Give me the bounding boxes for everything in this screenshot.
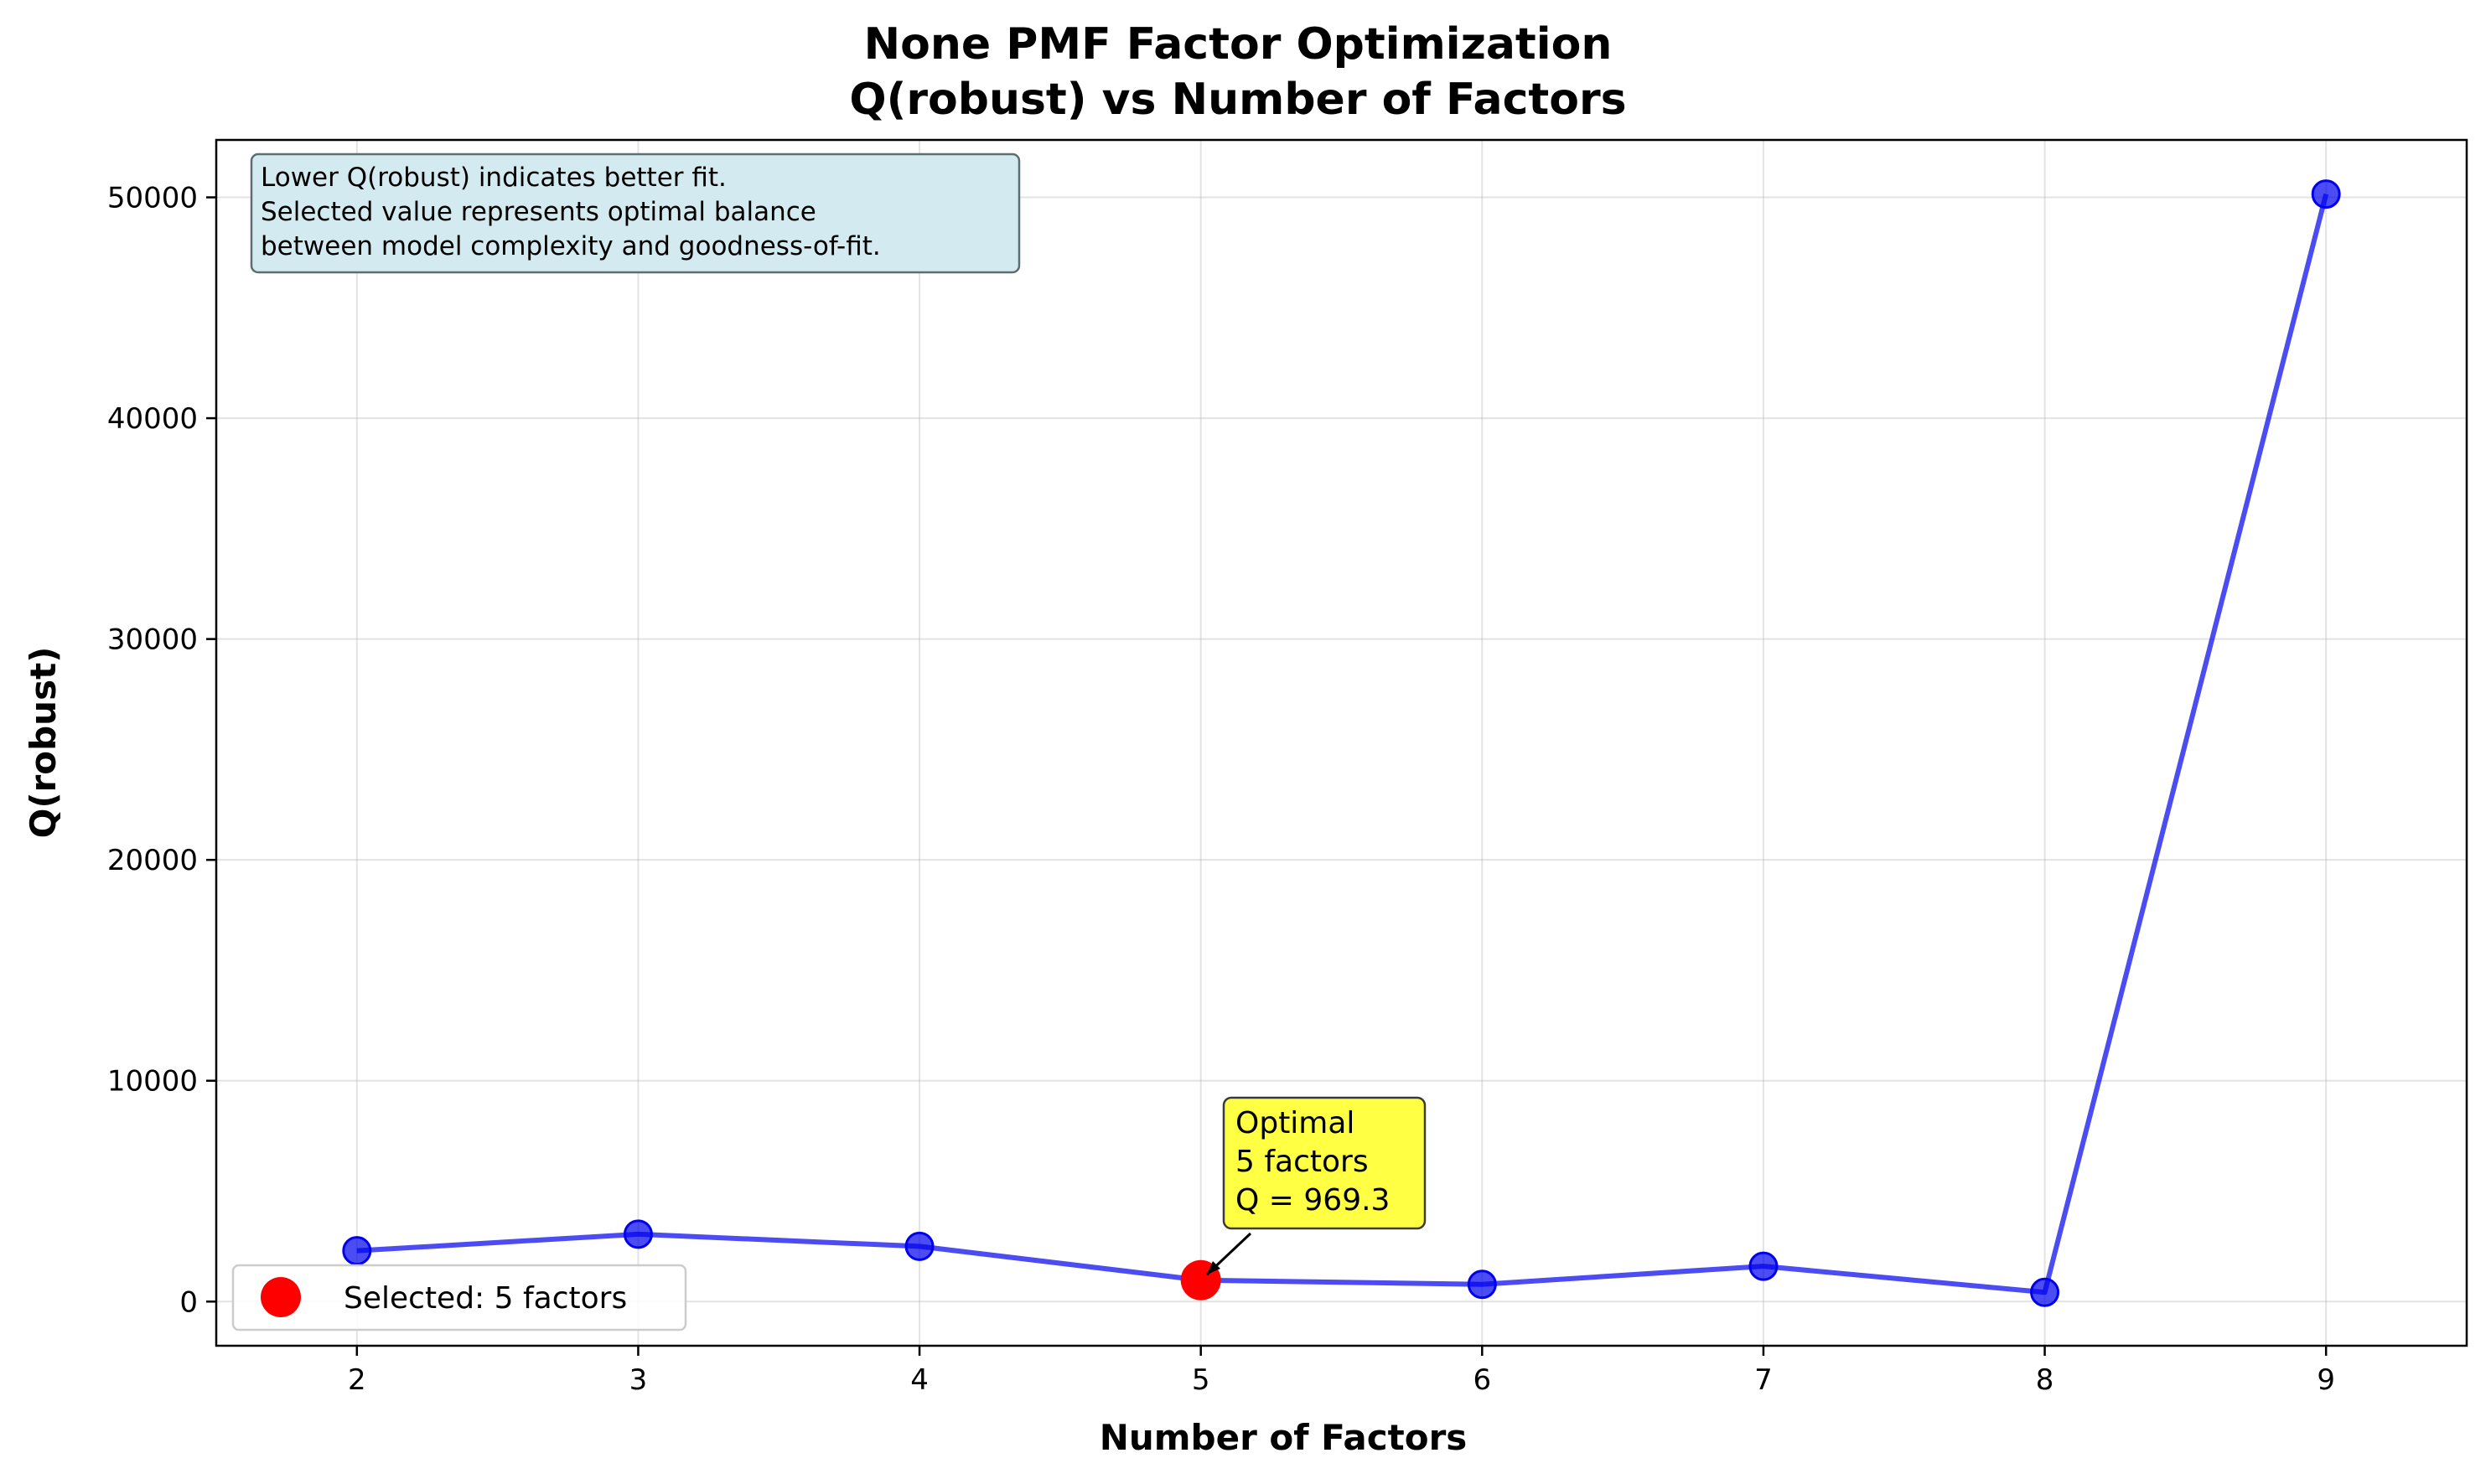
x-axis-label: Number of Factors bbox=[1100, 1417, 1468, 1458]
data-point bbox=[2311, 179, 2341, 209]
legend: Selected: 5 factors bbox=[231, 1264, 687, 1331]
x-tick-label: 9 bbox=[2317, 1363, 2335, 1397]
x-tick-label: 7 bbox=[1754, 1363, 1773, 1397]
optimal-annotation-line-2: 5 factors bbox=[1235, 1145, 1369, 1179]
x-tick-label: 2 bbox=[348, 1363, 366, 1397]
y-tick-label: 30000 bbox=[107, 623, 198, 657]
info-note-box bbox=[250, 153, 1021, 274]
info-note-line-1: Lower Q(robust) indicates better fit. bbox=[261, 163, 727, 193]
data-point bbox=[342, 1236, 372, 1266]
series-line bbox=[356, 193, 2329, 1295]
optimal-annotation: Optimal 5 factors Q = 969.3 bbox=[1205, 1096, 1427, 1276]
data-point bbox=[1467, 1269, 1497, 1300]
legend-box bbox=[231, 1264, 687, 1331]
x-tick-label: 4 bbox=[910, 1363, 929, 1397]
info-note: Lower Q(robust) indicates better fit. Se… bbox=[250, 153, 1021, 274]
axis-ticks: 2 3 4 5 6 7 8 9 0 10000 20000 30000 40000 50000 bbox=[107, 182, 2335, 1397]
data-point bbox=[2030, 1277, 2060, 1307]
x-tick-label: 5 bbox=[1192, 1363, 1210, 1397]
chart-title-line-1: None PMF Factor Optimization bbox=[864, 19, 1613, 70]
y-tick-label: 50000 bbox=[107, 182, 198, 215]
optimal-annotation-arrowhead bbox=[1207, 1261, 1220, 1275]
y-tick-label: 0 bbox=[179, 1285, 198, 1319]
data-point bbox=[904, 1231, 935, 1261]
x-tick-label: 6 bbox=[1473, 1363, 1491, 1397]
legend-selected-label: Selected: 5 factors bbox=[344, 1281, 627, 1316]
optimal-annotation-line-3: Q = 969.3 bbox=[1235, 1183, 1390, 1218]
optimal-annotation-line-1: Optimal bbox=[1235, 1106, 1354, 1140]
info-note-line-3: between model complexity and goodness-of… bbox=[261, 231, 881, 261]
legend-selected-marker bbox=[261, 1277, 301, 1317]
y-tick-label: 20000 bbox=[107, 844, 198, 877]
y-tick-label: 40000 bbox=[107, 402, 198, 436]
grid bbox=[216, 140, 2467, 1346]
data-point bbox=[623, 1219, 653, 1249]
info-note-line-2: Selected value represents optimal balanc… bbox=[261, 197, 816, 227]
data-point bbox=[1748, 1251, 1779, 1281]
plot-frame bbox=[215, 138, 2468, 1347]
x-tick-label: 8 bbox=[2036, 1363, 2054, 1397]
x-tick-label: 3 bbox=[629, 1363, 648, 1397]
optimal-annotation-box bbox=[1222, 1096, 1427, 1230]
chart-title-line-2: Q(robust) vs Number of Factors bbox=[849, 75, 1626, 125]
y-axis-label: Q(robust) bbox=[23, 647, 64, 839]
y-tick-label: 10000 bbox=[107, 1065, 198, 1099]
